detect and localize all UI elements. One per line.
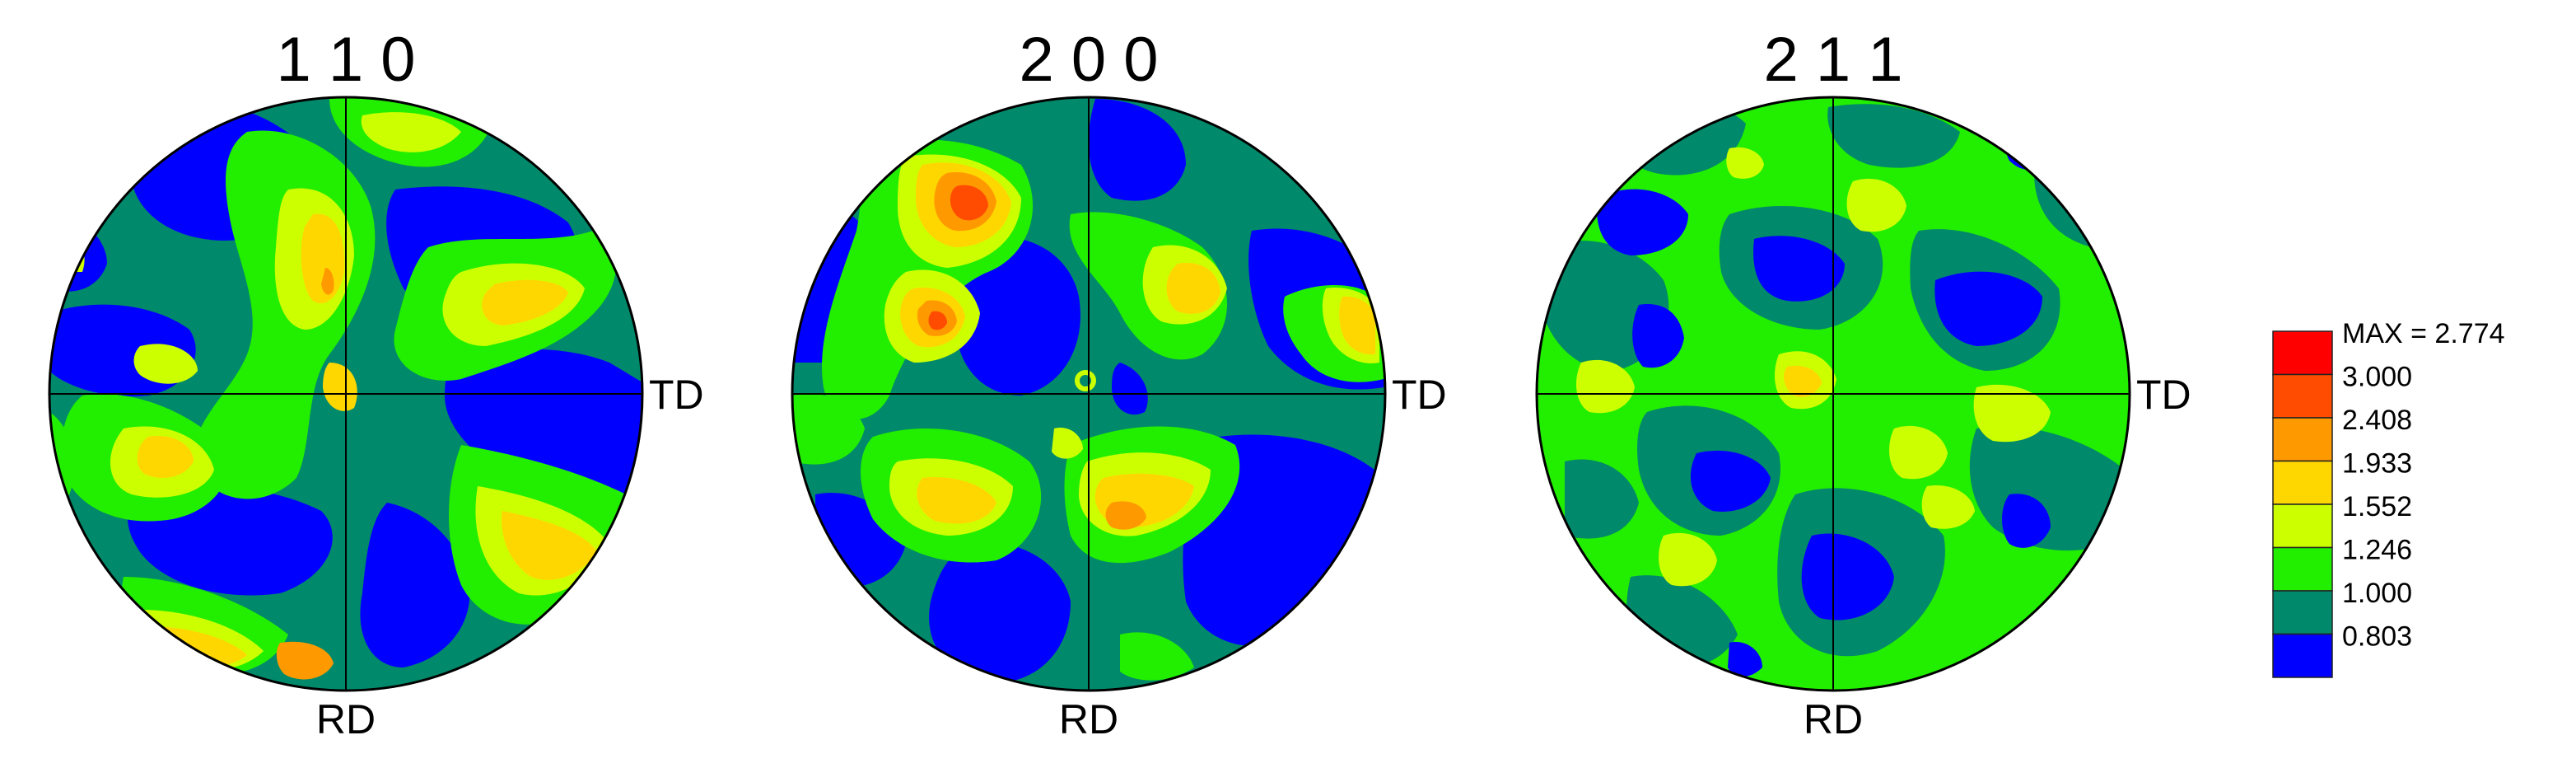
legend-swatch	[2272, 633, 2333, 678]
legend-level-label: 1.933	[2342, 448, 2412, 480]
pole-figure-110-title: 1 1 0	[276, 25, 415, 95]
color-legend: MAX = 2.774 3.000 2.408 1.933 1.552 1.246 1.00…	[2272, 318, 2505, 678]
pole-figure-200-title: 2 0 0	[1019, 25, 1158, 95]
legend-max-label: MAX = 2.774	[2342, 318, 2505, 349]
pole-figure-211-rd-label: RD	[1804, 696, 1863, 742]
pole-figure-211-td-label: TD	[2136, 372, 2191, 418]
pole-figure-211-outline	[1535, 96, 2131, 692]
legend-level-label: 1.246	[2342, 535, 2412, 566]
pole-figure-211-title: 2 1 1	[1763, 25, 1902, 95]
pole-figure-200-outline	[791, 96, 1387, 692]
legend-swatch	[2272, 330, 2333, 376]
pole-figure-110-td-label: TD	[649, 372, 704, 418]
pole-figure-110: 1 1 0	[48, 25, 704, 742]
legend-swatch	[2272, 417, 2333, 462]
legend-swatch	[2272, 546, 2333, 592]
legend-level-label: 2.408	[2342, 405, 2412, 436]
high-density-regions	[1784, 365, 1822, 397]
peak-regions-b	[928, 185, 988, 330]
pole-figure-211: 2 1 1	[1535, 25, 2191, 742]
pole-figure-110-outline	[48, 96, 644, 692]
legend-level-label: 0.803	[2342, 621, 2412, 653]
mid-density-regions	[1576, 147, 2051, 587]
legend-level-label: 1.000	[2342, 578, 2412, 609]
legend-swatch	[2272, 590, 2333, 635]
legend-swatch	[2272, 460, 2333, 505]
legend-level-label: 1.552	[2342, 491, 2412, 522]
pole-figure-200: 2 0 0	[791, 25, 1447, 742]
pole-figure-200-td-label: TD	[1392, 372, 1447, 418]
legend-swatch	[2272, 373, 2333, 419]
pole-figure-200-rd-label: RD	[1059, 696, 1118, 742]
legend-swatch	[2272, 503, 2333, 549]
legend-level-label: 3.000	[2342, 362, 2412, 393]
low-density-regions	[1597, 124, 2051, 677]
pole-figure-110-rd-label: RD	[316, 696, 376, 742]
